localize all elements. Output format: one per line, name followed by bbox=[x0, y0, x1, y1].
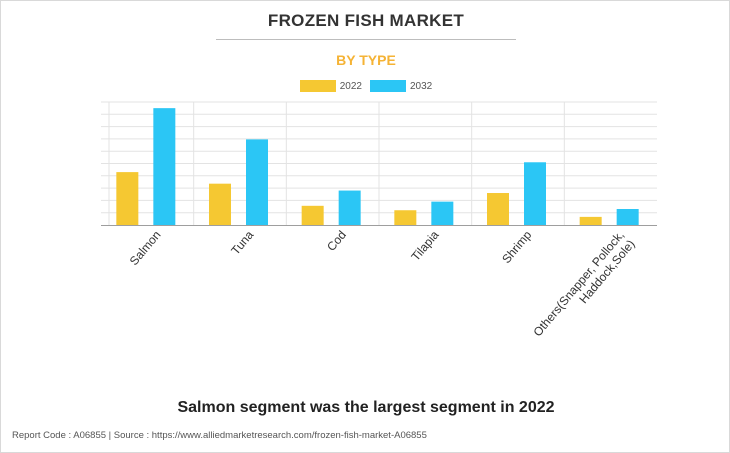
bar-2022-1[interactable] bbox=[209, 183, 231, 225]
x-tick-label: Shrimp bbox=[499, 228, 534, 266]
chart-title: FROZEN FISH MARKET bbox=[267, 11, 465, 30]
bar-2032-3[interactable] bbox=[431, 201, 454, 225]
bar-2022-2[interactable] bbox=[301, 205, 324, 225]
chart-grid bbox=[101, 101, 657, 225]
bar-chart: Salmon Tuna Cod Tilapia ShrimpOthers(Snapper… bbox=[101, 101, 657, 348]
x-tick-label: Salmon bbox=[127, 228, 164, 268]
bar-2022-0[interactable] bbox=[116, 172, 139, 225]
x-tick-label: Others(Snapper, Pollock,Haddock,Sole) bbox=[530, 228, 637, 348]
legend-label-2032: 2032 bbox=[410, 80, 433, 92]
x-axis-labels: Salmon Tuna Cod Tilapia ShrimpOthers(Snapper… bbox=[127, 228, 638, 348]
bar-2022-3[interactable] bbox=[394, 210, 417, 225]
chart-legend: 2022 2032 bbox=[1, 80, 730, 92]
x-tick-label: Tilapia bbox=[408, 228, 441, 264]
legend-swatch-2022 bbox=[299, 80, 336, 92]
legend-item-2032[interactable]: 2032 bbox=[370, 80, 432, 92]
bar-2022-5[interactable] bbox=[579, 216, 602, 225]
bar-2032-1[interactable] bbox=[246, 139, 268, 225]
title-divider bbox=[216, 39, 516, 40]
bar-2032-5[interactable] bbox=[616, 209, 639, 225]
source-footer: Report Code : A06855 | Source : https://… bbox=[12, 430, 427, 441]
bar-2032-0[interactable] bbox=[153, 108, 176, 225]
chart-caption: Salmon segment was the largest segment i… bbox=[177, 399, 555, 416]
legend-swatch-2032 bbox=[370, 80, 406, 92]
x-tick-label: Cod bbox=[324, 228, 349, 254]
legend-label-2022: 2022 bbox=[339, 80, 362, 92]
x-tick-label: Tuna bbox=[228, 228, 256, 258]
legend-item-2022[interactable]: 2022 bbox=[299, 80, 362, 92]
bar-2032-2[interactable] bbox=[338, 190, 361, 225]
chart-bars bbox=[116, 108, 639, 225]
chart-subtitle: BY TYPE bbox=[336, 52, 396, 68]
bar-2022-4[interactable] bbox=[487, 193, 509, 225]
bar-2032-4[interactable] bbox=[524, 162, 546, 225]
